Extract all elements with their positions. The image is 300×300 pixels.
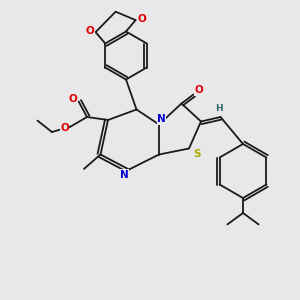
Text: O: O [137, 14, 146, 24]
Text: S: S [193, 149, 200, 159]
Text: H: H [215, 104, 223, 113]
Text: O: O [85, 26, 94, 36]
Text: O: O [194, 85, 203, 95]
Text: N: N [120, 170, 129, 180]
Text: N: N [157, 114, 166, 124]
Text: O: O [69, 94, 78, 104]
Text: O: O [60, 123, 69, 133]
